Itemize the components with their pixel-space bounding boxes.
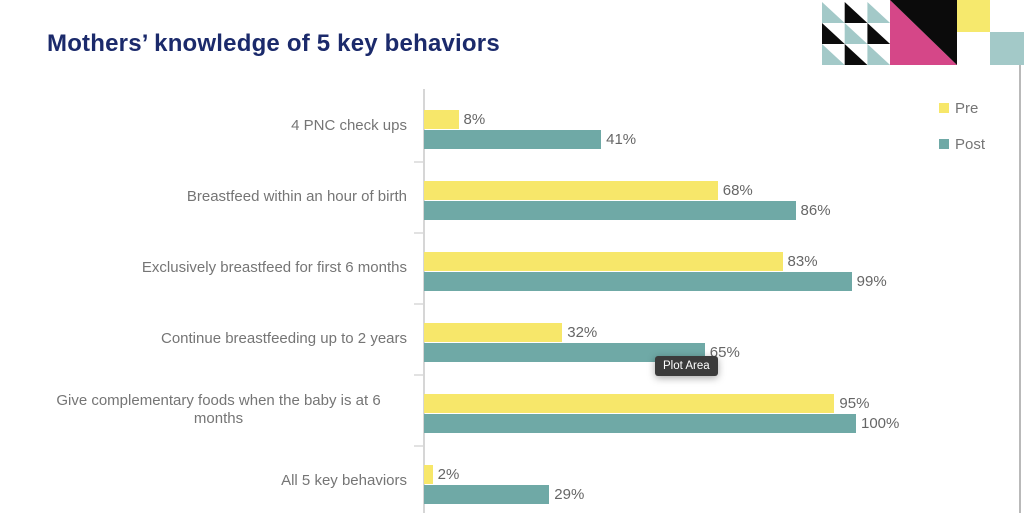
chart-title: Mothers’ knowledge of 5 key behaviors <box>47 30 500 57</box>
legend-label-pre: Pre <box>955 99 979 117</box>
post-bar[interactable] <box>424 130 602 149</box>
pre-bar[interactable] <box>424 252 783 271</box>
canvas-right-edge <box>1019 65 1021 513</box>
pre-value-label: 8% <box>463 111 486 128</box>
axis-tick <box>414 161 423 163</box>
axis-tick <box>414 303 423 305</box>
category-label: All 5 key behaviors <box>281 471 407 489</box>
pre-value-label: 32% <box>567 324 598 341</box>
pre-series-swatch-icon <box>939 103 949 113</box>
post-value-label: 100% <box>861 415 900 432</box>
post-value-label: 86% <box>800 202 831 219</box>
plot-area[interactable]: 4 PNC check ups 8% 41% Breastfeed within an… <box>0 90 1024 513</box>
post-value-label: 99% <box>856 273 887 290</box>
pre-value-label: 68% <box>722 182 753 199</box>
category-label: Continue breastfeeding up to 2 years <box>161 329 407 347</box>
axis-tick <box>414 232 423 234</box>
pre-bar[interactable] <box>424 181 718 200</box>
legend-item-post[interactable]: Post <box>939 135 986 153</box>
category-axis-line <box>423 89 425 513</box>
category-label: Give complementary foods when the baby i… <box>56 391 381 427</box>
post-bar[interactable] <box>424 343 705 362</box>
category-label: 4 PNC check ups <box>291 116 407 134</box>
plot-area-tooltip: Plot Area <box>655 356 718 376</box>
category-label: Exclusively breastfeed for first 6 month… <box>141 258 407 276</box>
post-bar[interactable] <box>424 414 856 433</box>
pre-bar[interactable] <box>424 110 459 129</box>
post-bar[interactable] <box>424 485 550 504</box>
post-value-label: 29% <box>554 486 585 503</box>
legend-label-post: Post <box>955 135 986 153</box>
axis-tick <box>414 374 423 376</box>
post-bar[interactable] <box>424 201 796 220</box>
post-series-swatch-icon <box>939 139 949 149</box>
pre-value-label: 83% <box>787 253 818 270</box>
axis-tick <box>414 445 423 447</box>
decorative-geometric-graphic <box>822 0 1024 65</box>
category-label: Breastfeed within an hour of birth <box>186 187 407 205</box>
legend-item-pre[interactable]: Pre <box>939 99 985 117</box>
pre-value-label: 95% <box>839 395 870 412</box>
pre-bar[interactable] <box>424 465 433 484</box>
chart-legend: Pre Post <box>939 100 985 172</box>
pre-value-label: 2% <box>437 466 460 483</box>
post-bar[interactable] <box>424 272 852 291</box>
pre-bar[interactable] <box>424 323 563 342</box>
pre-bar[interactable] <box>424 394 835 413</box>
post-value-label: 41% <box>606 131 637 148</box>
